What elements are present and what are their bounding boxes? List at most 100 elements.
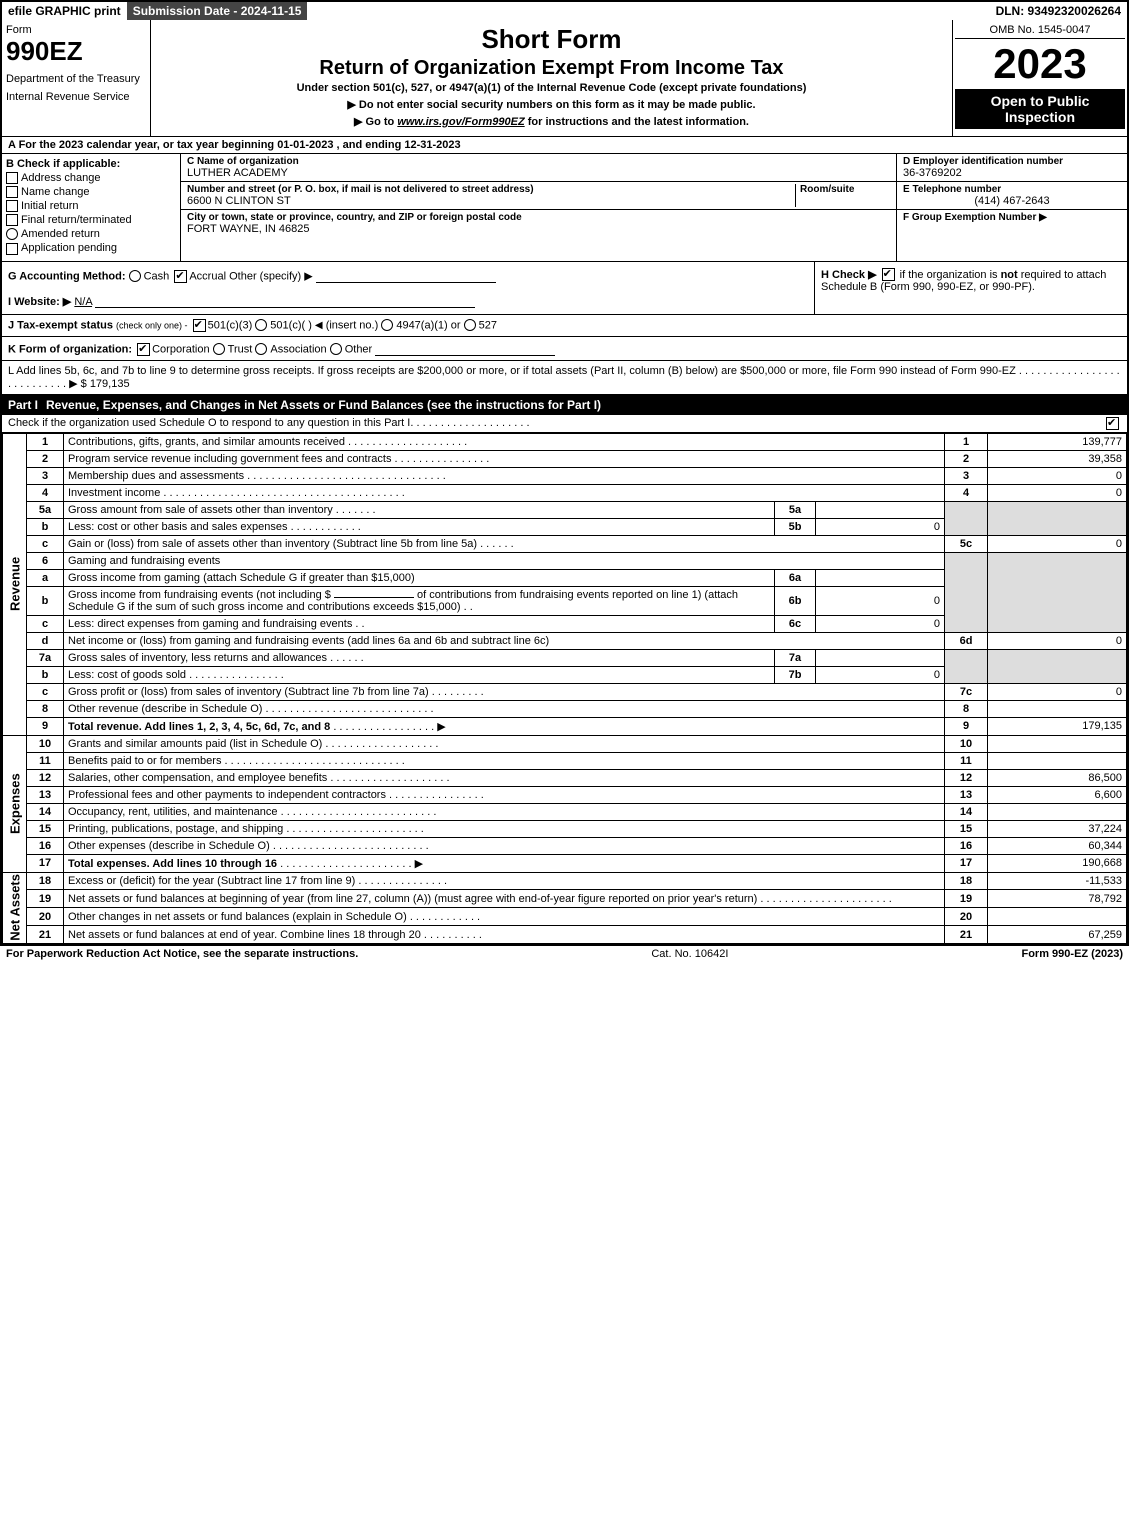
website-value: N/A	[74, 296, 92, 308]
line-10-value	[988, 735, 1127, 752]
line-12-label: Salaries, other compensation, and employ…	[68, 772, 327, 784]
section-b: B Check if applicable: Address change Na…	[2, 154, 181, 261]
part1-lines-table: Revenue 1 Contributions, gifts, grants, …	[2, 433, 1127, 945]
org-name-label: C Name of organization	[187, 156, 890, 167]
footer-right-suffix: (2023)	[1088, 948, 1123, 960]
g-label: G Accounting Method:	[8, 270, 126, 282]
line-7c-value: 0	[988, 683, 1127, 700]
line-16-label: Other expenses (describe in Schedule O)	[68, 840, 270, 852]
4947-checkbox[interactable]	[381, 319, 393, 331]
submission-date: Submission Date - 2024-11-15	[127, 2, 309, 20]
line-6b-amount-input[interactable]	[334, 597, 414, 598]
header-left: Form 990EZ Department of the Treasury In…	[2, 20, 151, 136]
corporation-checkbox[interactable]	[137, 343, 150, 356]
line-2: 2 Program service revenue including gove…	[3, 450, 1127, 467]
section-k: K Form of organization: Corporation Trus…	[2, 337, 1127, 361]
l-text: L Add lines 5b, 6c, and 7b to line 9 to …	[8, 365, 1016, 377]
ein-value: 36-3769202	[903, 167, 1121, 179]
association-checkbox[interactable]	[255, 343, 267, 355]
form-word: Form	[6, 24, 146, 36]
line-4-value: 0	[988, 484, 1127, 501]
line-8: 8 Other revenue (describe in Schedule O)…	[3, 700, 1127, 717]
tax-year: 2023	[955, 39, 1125, 89]
line-21-value: 67,259	[988, 926, 1127, 944]
line-17: 17 Total expenses. Add lines 10 through …	[3, 854, 1127, 872]
part1-header: Part I Revenue, Expenses, and Changes in…	[2, 395, 1127, 415]
501c3-label: 501(c)(3)	[208, 319, 253, 331]
schedule-b-checkbox[interactable]	[882, 268, 895, 281]
city-value: FORT WAYNE, IN 46825	[187, 223, 890, 235]
efile-print-button[interactable]: efile GRAPHIC print	[2, 2, 127, 20]
501c3-checkbox[interactable]	[193, 319, 206, 332]
dln-number: DLN: 93492320026264	[990, 2, 1127, 20]
arrow-left-icon	[315, 319, 323, 331]
line-8-value	[988, 700, 1127, 717]
form-number: 990EZ	[6, 36, 146, 67]
line-19-value: 78,792	[988, 890, 1127, 908]
line-12-value: 86,500	[988, 769, 1127, 786]
final-return-checkbox[interactable]	[6, 214, 18, 226]
amended-return-checkbox[interactable]	[6, 228, 18, 240]
line-6a-mid	[816, 569, 945, 586]
page-footer: For Paperwork Reduction Act Notice, see …	[0, 946, 1129, 962]
line-6: 6 Gaming and fundraising events	[3, 552, 1127, 569]
line-16: 16 Other expenses (describe in Schedule …	[3, 837, 1127, 854]
line-18-label: Excess or (deficit) for the year (Subtra…	[68, 875, 355, 887]
line-7a-mid	[816, 649, 945, 666]
line-17-label: Total expenses. Add lines 10 through 16	[68, 858, 277, 870]
schedule-o-checkbox[interactable]	[1106, 417, 1119, 430]
line-1: Revenue 1 Contributions, gifts, grants, …	[3, 433, 1127, 450]
name-change-label: Name change	[21, 186, 90, 198]
line-7b-label: Less: cost of goods sold	[68, 669, 186, 681]
short-form-title: Short Form	[155, 24, 948, 55]
website-input[interactable]	[95, 293, 475, 308]
application-pending-checkbox[interactable]	[6, 243, 18, 255]
other-org-checkbox[interactable]	[330, 343, 342, 355]
final-return-label: Final return/terminated	[21, 214, 132, 226]
501c-checkbox[interactable]	[255, 319, 267, 331]
line-9: 9 Total revenue. Add lines 1, 2, 3, 4, 5…	[3, 717, 1127, 735]
goto-suffix: for instructions and the latest informat…	[525, 116, 749, 128]
address-change-checkbox[interactable]	[6, 172, 18, 184]
name-change-checkbox[interactable]	[6, 186, 18, 198]
line-13-label: Professional fees and other payments to …	[68, 789, 386, 801]
b-letter: B	[6, 158, 14, 170]
line-6-label: Gaming and fundraising events	[64, 552, 945, 569]
line-5c: c Gain or (loss) from sale of assets oth…	[3, 535, 1127, 552]
header-center: Short Form Return of Organization Exempt…	[151, 20, 952, 136]
line-5a: 5a Gross amount from sale of assets othe…	[3, 501, 1127, 518]
section-a-tax-year: A For the 2023 calendar year, or tax yea…	[2, 137, 1127, 154]
cash-checkbox[interactable]	[129, 270, 141, 282]
other-org-input[interactable]	[375, 341, 555, 356]
line-1-value: 139,777	[988, 433, 1127, 450]
line-11: 11 Benefits paid to or for members . . .…	[3, 752, 1127, 769]
irs-label: Internal Revenue Service	[6, 91, 146, 103]
527-checkbox[interactable]	[464, 319, 476, 331]
ein-label: D Employer identification number	[903, 156, 1121, 167]
irs-link[interactable]: www.irs.gov/Form990EZ	[397, 116, 524, 128]
line-6c-label: Less: direct expenses from gaming and fu…	[68, 618, 352, 630]
trust-label: Trust	[228, 343, 253, 355]
line-14-value	[988, 803, 1127, 820]
ssn-warning: ▶ Do not enter social security numbers o…	[155, 98, 948, 111]
section-c: C Name of organization LUTHER ACADEMY Nu…	[181, 154, 896, 261]
main-title: Return of Organization Exempt From Incom…	[155, 57, 948, 80]
line-16-value: 60,344	[988, 837, 1127, 854]
trust-checkbox[interactable]	[213, 343, 225, 355]
application-pending-label: Application pending	[21, 242, 117, 254]
line-13: 13 Professional fees and other payments …	[3, 786, 1127, 803]
line-15-value: 37,224	[988, 820, 1127, 837]
phone-value: (414) 467-2643	[903, 195, 1121, 207]
initial-return-checkbox[interactable]	[6, 200, 18, 212]
street-value: 6600 N CLINTON ST	[187, 195, 795, 207]
corporation-label: Corporation	[152, 343, 209, 355]
line-19-label: Net assets or fund balances at beginning…	[68, 893, 757, 905]
line-21: 21 Net assets or fund balances at end of…	[3, 926, 1127, 944]
check-if-label: Check if applicable:	[17, 158, 120, 170]
footer-right-prefix: Form	[1021, 948, 1052, 960]
line-19: 19 Net assets or fund balances at beginn…	[3, 890, 1127, 908]
line-15: 15 Printing, publications, postage, and …	[3, 820, 1127, 837]
section-j: J Tax-exempt status (check only one) - 5…	[2, 315, 1127, 337]
accrual-checkbox[interactable]	[174, 270, 187, 283]
other-input[interactable]	[316, 268, 496, 283]
